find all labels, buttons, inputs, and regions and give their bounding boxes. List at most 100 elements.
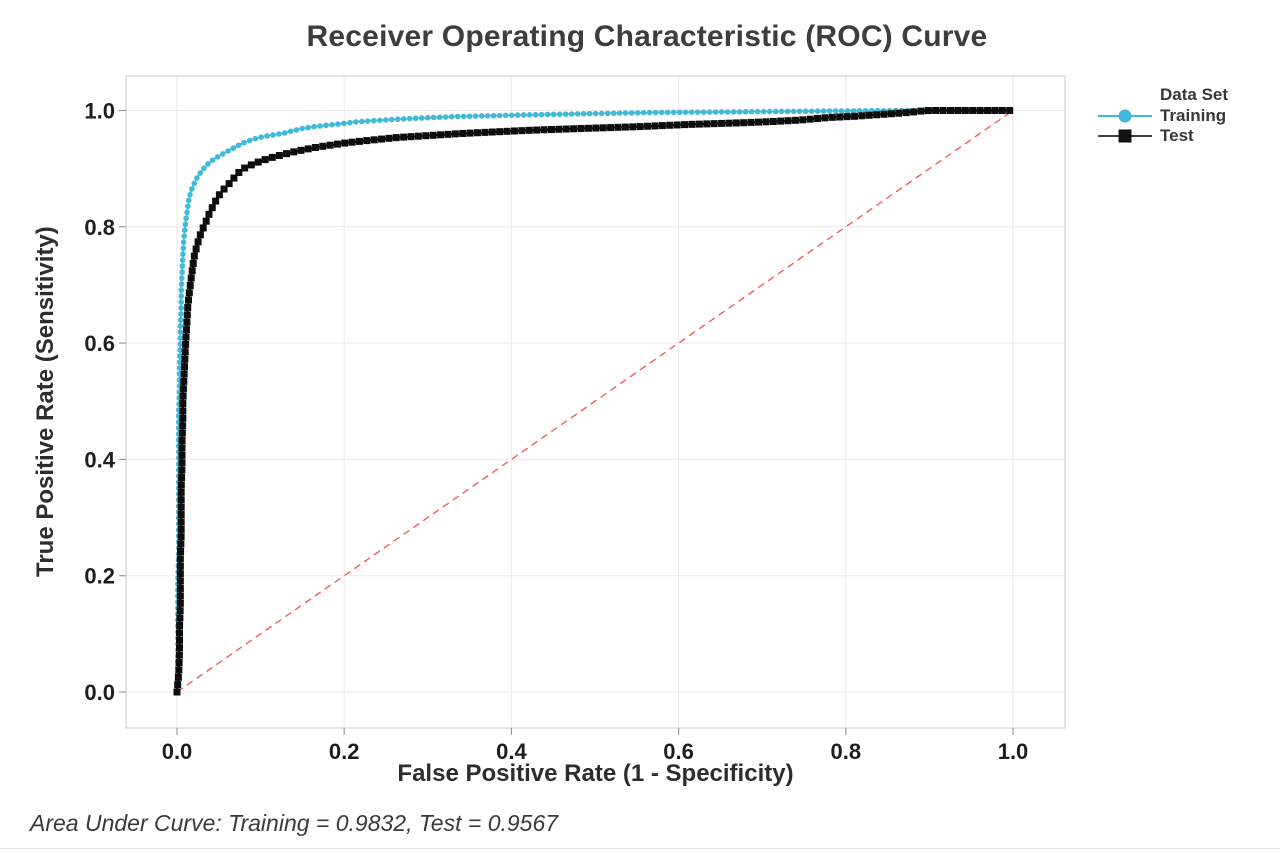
series-marker-test [183, 311, 191, 319]
series-marker-training [178, 281, 185, 287]
series-marker-test [180, 370, 188, 378]
legend-item-training[interactable]: Training [1098, 106, 1228, 126]
series-marker-test [177, 503, 185, 511]
series-marker-training [724, 109, 731, 115]
series-marker-training [478, 113, 485, 119]
series-marker-test [177, 511, 185, 519]
series-marker-test [176, 592, 184, 600]
series-marker-test [991, 107, 999, 114]
series-marker-training [688, 109, 695, 116]
series-marker-test [175, 651, 183, 659]
series-marker-test [177, 548, 185, 556]
series-marker-test [828, 113, 836, 121]
series-marker-test [392, 134, 400, 142]
series-marker-training [484, 112, 491, 119]
series-marker-test [851, 112, 859, 120]
series-marker-training [826, 108, 833, 114]
series-marker-test [703, 120, 711, 128]
series-marker-test [311, 144, 319, 152]
series-marker-training [177, 347, 183, 353]
series-marker-test [836, 113, 844, 121]
series-marker-training [640, 109, 647, 116]
series-marker-training [508, 112, 515, 119]
series-marker-test [910, 108, 918, 116]
series-marker-training [287, 128, 294, 135]
series-marker-training [178, 275, 185, 281]
series-marker-training [448, 113, 455, 120]
series-marker-test [175, 658, 183, 666]
series-marker-training [180, 251, 186, 257]
series-marker-test [762, 118, 770, 126]
series-marker-test [873, 111, 881, 119]
series-marker-test [732, 119, 740, 127]
series-marker-test [474, 129, 482, 137]
series-marker-training [394, 116, 401, 123]
series-marker-training [466, 113, 473, 120]
series-marker-test [636, 123, 644, 131]
series-marker-training [382, 117, 389, 123]
series-marker-test [599, 124, 607, 132]
series-marker-training [664, 109, 671, 116]
series-marker-test [235, 168, 243, 176]
series-marker-training [179, 269, 185, 275]
series-marker-test [378, 135, 386, 143]
series-marker-test [917, 107, 925, 115]
y-tick-label: 0.0 [84, 680, 115, 705]
series-marker-test [254, 158, 262, 166]
series-marker-test [348, 138, 356, 146]
series-marker-test [887, 110, 895, 118]
series-marker-test [205, 210, 213, 218]
series-marker-test [179, 385, 187, 393]
series-marker-test [444, 130, 452, 138]
series-marker-test [188, 267, 196, 275]
legend-item-test[interactable]: Test [1098, 126, 1228, 146]
series-marker-training [568, 111, 575, 117]
series-marker-training [544, 111, 551, 118]
series-marker-training [179, 257, 186, 263]
series-marker-test [429, 131, 437, 139]
series-marker-test [570, 125, 578, 133]
series-marker-test [196, 231, 204, 239]
auc-annotation: Area Under Curve: Training = 0.9832, Tes… [30, 810, 559, 836]
series-marker-training [520, 112, 527, 118]
series-marker-training [784, 108, 791, 115]
series-marker-test [181, 348, 189, 356]
series-marker-test [199, 224, 207, 232]
series-marker-training [406, 115, 413, 122]
series-marker-test [176, 555, 184, 563]
series-marker-training [264, 133, 270, 139]
series-marker-test [241, 164, 249, 172]
series-marker-test [533, 126, 541, 134]
series-marker-training [490, 112, 497, 119]
x-tick-label: 0.8 [831, 739, 862, 764]
series-marker-training [604, 110, 611, 117]
series-marker-training [610, 110, 617, 117]
series-marker-training [185, 203, 191, 210]
series-marker-test [621, 123, 629, 131]
series-marker-test [319, 142, 327, 150]
series-marker-test [422, 132, 430, 140]
series-marker-test [481, 128, 489, 136]
series-marker-training [526, 112, 533, 118]
x-axis-label: False Positive Rate (1 - Specificity) [397, 760, 794, 787]
series-marker-training [353, 119, 359, 125]
series-marker-training [814, 108, 821, 114]
series-marker-training [550, 111, 557, 118]
series-marker-training [317, 123, 323, 129]
series-marker-test [333, 140, 341, 148]
series-marker-test [275, 151, 283, 159]
series-marker-test [525, 126, 533, 134]
series-marker-training [184, 209, 190, 216]
series-marker-test [326, 141, 334, 149]
series-marker-test [466, 129, 474, 137]
series-marker-training [358, 118, 365, 125]
series-marker-test [688, 120, 696, 128]
series-marker-training [194, 175, 200, 181]
series-marker-test [614, 123, 622, 131]
series-marker-training [634, 110, 641, 116]
series-marker-test [181, 363, 189, 371]
series-marker-test [176, 629, 184, 637]
series-marker-training [364, 118, 371, 124]
series-marker-training [225, 148, 231, 154]
series-marker-test [220, 185, 228, 193]
